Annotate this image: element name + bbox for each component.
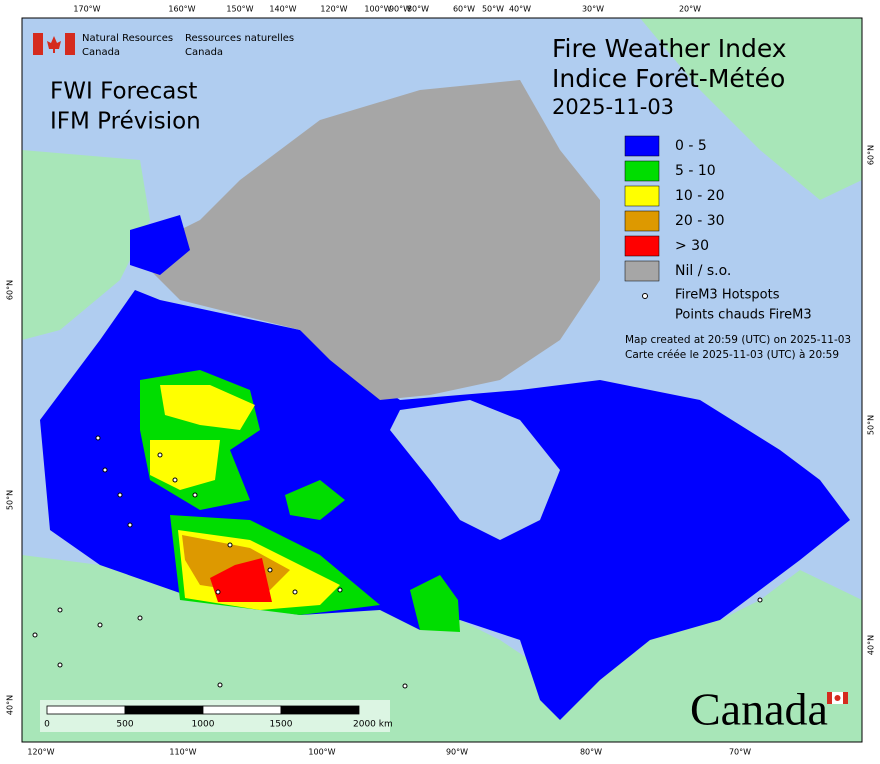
agency-fr: Ressources naturelles (185, 33, 294, 44)
lon-label: 120°W (27, 748, 54, 757)
legend-swatch (624, 210, 660, 232)
product: IFM Prévision (50, 109, 201, 135)
lon-label: 80°W (580, 748, 602, 757)
wordmark-flag (827, 692, 848, 704)
title: Indice Forêt-Météo (552, 64, 785, 93)
title: Fire Weather Index (552, 34, 787, 63)
fwi-zone-yellow (150, 440, 220, 490)
lon-label: 110°W (169, 748, 196, 757)
alaska (22, 150, 150, 340)
lat-label: 60°N (867, 145, 876, 165)
lon-label: 150°W (226, 5, 253, 14)
credit: Map created at 20:59 (UTC) on 2025-11-03 (625, 334, 851, 346)
credit: Carte créée le 2025-11-03 (UTC) à 20:59 (625, 349, 839, 361)
legend-label: > 30 (675, 238, 709, 254)
united-states (22, 555, 862, 742)
legend-label: 0 - 5 (675, 138, 707, 154)
scale-segment (202, 705, 282, 715)
legend: 0 - 5 5 - 10 10 - 20 20 - 30 > 30 Nil / s.o. F… (624, 135, 812, 323)
lon-label: 20°W (679, 5, 701, 14)
lat-label: 60°N (6, 280, 15, 300)
arctic-islands (150, 80, 600, 400)
scale-label: 2000 km (353, 720, 393, 730)
legend-swatch (624, 235, 660, 257)
hotspot-symbol (642, 293, 648, 299)
scale-segment (46, 705, 126, 715)
legend-swatch (624, 160, 660, 182)
lon-label: 60°W (453, 5, 475, 14)
lon-label: 100°W (308, 748, 335, 757)
lon-label: 160°W (168, 5, 195, 14)
lat-label: 50°N (867, 415, 876, 435)
lon-label: 30°W (582, 5, 604, 14)
legend-label: 10 - 20 (675, 188, 725, 204)
greenland (640, 18, 862, 200)
scale-label: 0 (44, 720, 50, 730)
lon-label: 90°W (389, 5, 411, 14)
lon-label: 70°W (729, 748, 751, 757)
scale-segment (280, 705, 360, 715)
lat-label: 40°N (867, 635, 876, 655)
lon-label: 140°W (269, 5, 296, 14)
agency-en: Canada (82, 47, 120, 58)
lat-label: 40°N (6, 695, 15, 715)
hotspots (32, 435, 763, 689)
agency-en: Natural Resources (82, 33, 173, 44)
arctic-patch (130, 215, 190, 275)
wordmark: Canada (690, 684, 828, 735)
legend-swatch (624, 135, 660, 157)
map-frame (21, 17, 863, 743)
hotspot-label: FireM3 Hotspots (675, 288, 780, 303)
legend-label: 5 - 10 (675, 163, 716, 179)
date: 2025-11-03 (552, 95, 674, 119)
lon-label: 100°W (364, 5, 391, 14)
fwi-zone-green (285, 480, 345, 520)
legend-swatch (624, 185, 660, 207)
scale-bar: 0 500 1000 1500 2000 km (40, 700, 393, 732)
scale-label: 1000 (192, 720, 215, 730)
fwi-zone-green (410, 575, 460, 632)
lon-label: 40°W (509, 5, 531, 14)
scale-label: 1500 (270, 720, 293, 730)
agency-fr: Canada (185, 47, 223, 58)
lon-label: 50°W (482, 5, 504, 14)
legend-label: 20 - 30 (675, 213, 725, 229)
lon-label: 90°W (446, 748, 468, 757)
product: FWI Forecast (50, 79, 197, 105)
hudson-bay (390, 400, 560, 540)
fwi-zone-yellow (160, 385, 255, 430)
hotspot-label: Points chauds FireM3 (675, 308, 812, 323)
scale-label: 500 (116, 720, 133, 730)
lat-label: 50°N (6, 490, 15, 510)
legend-label: Nil / s.o. (675, 263, 731, 279)
lon-label: 170°W (73, 5, 100, 14)
scale-bg (40, 700, 390, 732)
scale-segment (124, 705, 204, 715)
flag (33, 33, 75, 55)
legend-swatch (624, 260, 660, 282)
lon-label: 80°W (407, 5, 429, 14)
lon-label: 120°W (320, 5, 347, 14)
fwi-zone-red (210, 558, 272, 602)
